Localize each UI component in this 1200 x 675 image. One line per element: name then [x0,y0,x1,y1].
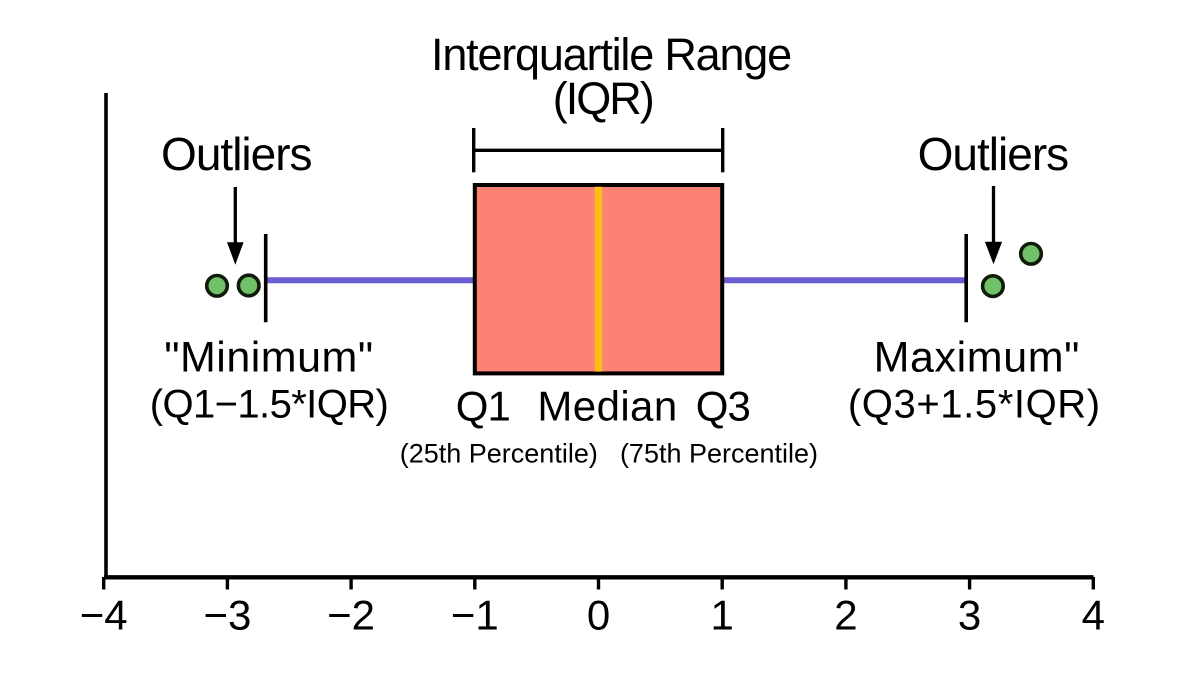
svg-text:2: 2 [834,592,857,639]
svg-text:−2: −2 [327,592,375,639]
svg-text:Outliers: Outliers [161,128,311,180]
svg-text:−1: −1 [451,592,499,639]
svg-text:Outliers: Outliers [918,128,1068,180]
svg-text:−3: −3 [203,592,251,639]
svg-text:"Minimum": "Minimum" [164,334,373,382]
svg-text:Median: Median [537,383,677,430]
svg-text:1: 1 [711,592,734,639]
svg-text:(IQR): (IQR) [553,73,653,124]
svg-text:Q1: Q1 [456,383,510,430]
svg-text:(25th Percentile): (25th Percentile) [400,439,598,469]
svg-text:3: 3 [958,592,981,639]
svg-text:(Q1−1.5*IQR): (Q1−1.5*IQR) [150,383,388,427]
svg-text:−4: −4 [80,592,128,639]
svg-text:Q3: Q3 [696,383,750,430]
svg-text:4: 4 [1082,592,1105,639]
svg-text:Interquartile Range: Interquartile Range [431,29,791,80]
svg-text:Maximum": Maximum" [874,334,1080,382]
svg-text:(75th Percentile): (75th Percentile) [620,439,818,469]
svg-text:0: 0 [587,592,610,639]
svg-text:(Q3+1.5*IQR): (Q3+1.5*IQR) [848,383,1101,427]
